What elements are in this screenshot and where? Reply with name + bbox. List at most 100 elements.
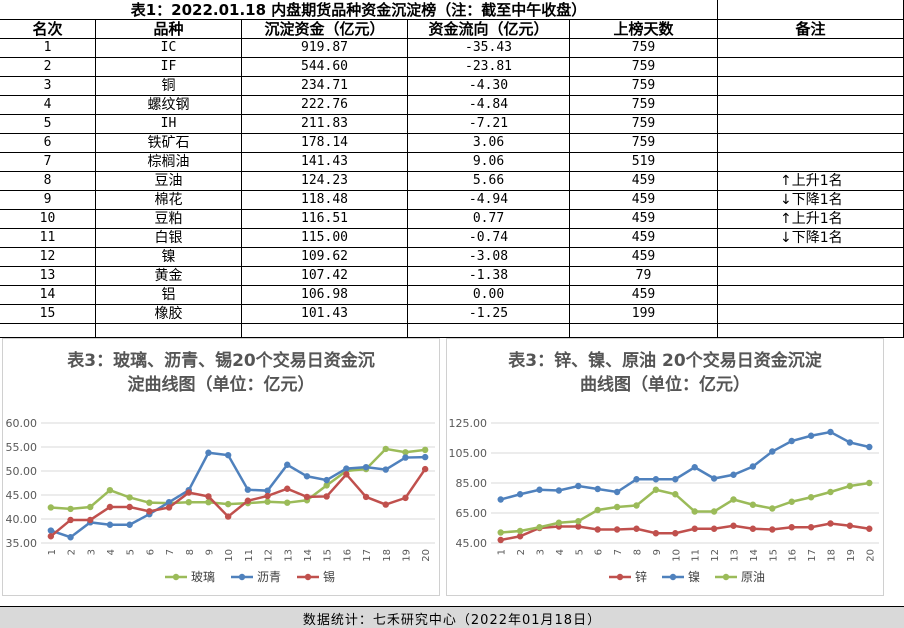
data-point (613, 526, 621, 533)
y-tick-label: 45.00 (6, 489, 38, 502)
x-tick-label: 14 (303, 549, 314, 562)
data-point (224, 513, 232, 520)
col-header-name: 品种 (96, 20, 242, 39)
series-line-锌 (500, 522, 870, 542)
data-point (846, 522, 854, 529)
x-tick-label: 3 (86, 549, 97, 555)
cell-flow: -35.43 (408, 39, 570, 58)
x-tick-label: 17 (807, 549, 818, 562)
data-point (224, 500, 232, 508)
cell-note (718, 134, 904, 153)
data-point (594, 485, 601, 493)
x-tick-label: 1 (47, 549, 58, 555)
data-point (633, 476, 640, 483)
x-tick-label: 13 (283, 549, 294, 562)
data-point (633, 525, 640, 532)
cell-name: 铝 (96, 286, 242, 305)
cell-flow: -7.21 (408, 115, 570, 134)
series-line-玻璃 (50, 447, 426, 511)
cell-fund: 141.43 (242, 153, 408, 172)
x-tick-label: 4 (106, 549, 117, 555)
cell-days: 199 (570, 305, 718, 324)
x-tick-label: 2 (516, 549, 527, 555)
cell-rank: 14 (0, 286, 96, 305)
cell-fund: 211.83 (242, 115, 408, 134)
cell-flow: 5.66 (408, 172, 570, 191)
y-tick-label: 125.00 (449, 417, 488, 430)
data-point (672, 530, 679, 537)
x-tick-label: 17 (362, 549, 373, 562)
cell-flow: -0.74 (408, 229, 570, 248)
data-point (613, 488, 621, 496)
cell-days: 759 (570, 58, 718, 77)
data-point (165, 499, 173, 506)
cell-flow: -23.81 (408, 58, 570, 77)
x-tick-label: 5 (574, 549, 585, 555)
cell-rank: 3 (0, 77, 96, 96)
data-point (555, 519, 563, 526)
footer: 数据统计：七禾研究中心（2022年01月18日） (0, 606, 904, 628)
y-tick-label: 45.00 (456, 537, 488, 550)
x-tick-label: 6 (145, 549, 156, 555)
cell-rank: 15 (0, 305, 96, 324)
data-point (323, 482, 330, 489)
data-point (807, 494, 815, 501)
data-point (421, 453, 429, 461)
data-point (382, 466, 389, 473)
x-tick-label: 3 (536, 549, 547, 555)
blank-cell (408, 324, 570, 338)
y-tick-label: 35.00 (6, 537, 38, 550)
chart-right-title-2: 曲线图（单位：亿元） (580, 375, 750, 395)
cell-note (718, 58, 904, 77)
data-point (652, 530, 660, 537)
cell-note (718, 153, 904, 172)
cell-name: IF (96, 58, 242, 77)
legend-swatch-marker (616, 573, 624, 581)
y-tick-label: 60.00 (6, 417, 38, 430)
data-point (421, 465, 429, 473)
cell-days: 79 (570, 267, 718, 286)
cell-days: 459 (570, 172, 718, 191)
data-point (106, 521, 114, 528)
chart-left-title-1: 表3：玻璃、沥青、锡20个交易日资金沉 (67, 351, 375, 371)
x-tick-label: 14 (749, 549, 760, 562)
cell-flow: 0.77 (408, 210, 570, 229)
blank-cell (718, 324, 904, 338)
cell-days: 759 (570, 134, 718, 153)
data-point (343, 471, 350, 478)
x-tick-label: 15 (323, 549, 334, 562)
data-point (205, 499, 212, 506)
x-tick-label: 12 (264, 549, 275, 562)
data-point (613, 503, 621, 511)
cell-name: 棕榈油 (96, 153, 242, 172)
data-point (807, 524, 815, 531)
data-point (769, 526, 776, 533)
cell-name: 棉花 (96, 191, 242, 210)
x-tick-label: 2 (67, 549, 78, 555)
x-tick-label: 18 (827, 549, 838, 562)
cell-fund: 116.51 (242, 210, 408, 229)
data-point (846, 482, 854, 490)
blank-cell (570, 324, 718, 338)
cell-flow: -4.84 (408, 96, 570, 115)
data-point (536, 486, 543, 493)
x-tick-label: 10 (224, 549, 235, 562)
cell-flow: 0.00 (408, 286, 570, 305)
cell-rank: 5 (0, 115, 96, 134)
cell-fund: 106.98 (242, 286, 408, 305)
data-point (691, 525, 698, 532)
cell-note: ↓下降1名 (718, 191, 904, 210)
col-header-days: 上榜天数 (570, 20, 718, 39)
data-point (575, 482, 582, 490)
cell-rank: 10 (0, 210, 96, 229)
cell-name: IC (96, 39, 242, 58)
cell-days: 519 (570, 153, 718, 172)
data-point (827, 520, 834, 527)
legend-label: 沥青 (257, 570, 281, 584)
cell-days: 459 (570, 248, 718, 267)
data-point (264, 498, 271, 505)
data-point (244, 486, 252, 493)
data-point (769, 505, 776, 512)
data-point (691, 464, 698, 471)
